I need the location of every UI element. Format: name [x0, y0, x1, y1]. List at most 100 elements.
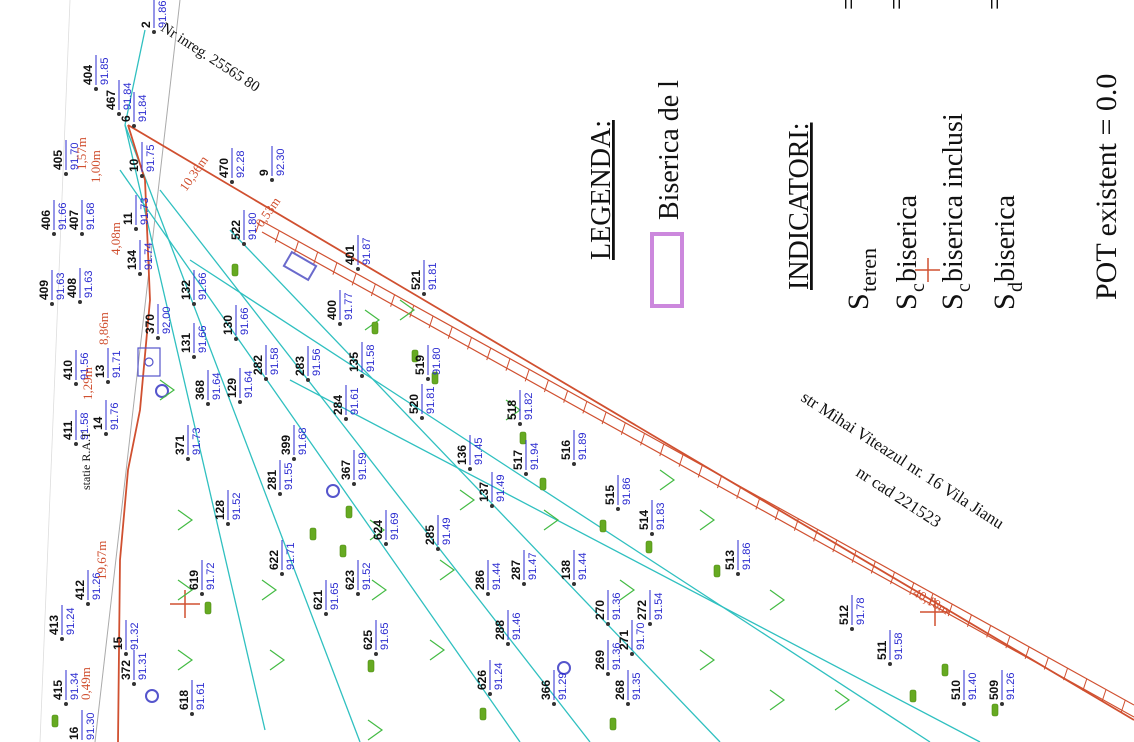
point-id: 467: [104, 90, 118, 110]
survey-point: 132 91.66: [179, 270, 209, 306]
survey-point: 622 91.71: [267, 540, 297, 576]
point-marker: [74, 442, 78, 446]
point-marker: [352, 482, 356, 486]
survey-point: 287 91.47: [509, 550, 539, 586]
survey-point: 618 91.61: [177, 680, 207, 716]
hatch-tick: [274, 230, 280, 243]
survey-point: 514 91.83: [637, 500, 667, 536]
point-elevation: 91.65: [329, 582, 341, 610]
survey-point: 13 91.71: [93, 348, 123, 384]
point-id: 288: [493, 620, 507, 640]
point-elevation: 91.26: [1005, 672, 1017, 700]
survey-point: 282 91.58: [251, 345, 281, 381]
survey-point: 619 91.72: [187, 560, 217, 596]
point-elevation: 91.34: [69, 672, 81, 700]
hatch-tick: [678, 454, 684, 467]
point-elevation: 91.36: [611, 642, 623, 670]
survey-point: 281 91.55: [265, 460, 295, 496]
point-marker: [552, 702, 556, 706]
pot-indicator: POT existent = 0.0: [1090, 74, 1123, 300]
point-marker: [422, 292, 426, 296]
point-marker: [78, 300, 82, 304]
cadastral-line: [39, 0, 71, 742]
point-marker: [74, 382, 78, 386]
point-marker: [356, 592, 360, 596]
point-marker: [324, 612, 328, 616]
point-elevation: 91.69: [389, 512, 401, 540]
hatch-tick: [947, 603, 953, 617]
legend-heading: LEGENDA:: [586, 120, 617, 260]
point-elevation: 91.35: [631, 672, 643, 700]
hatch-tick: [447, 326, 453, 339]
point-marker: [468, 467, 472, 471]
indicator-symbol: S: [936, 293, 969, 310]
point-marker: [64, 702, 68, 706]
point-marker: [616, 507, 620, 511]
point-marker: [94, 87, 98, 91]
point-id: 128: [213, 500, 227, 520]
church-outline: [282, 250, 318, 282]
hatch-tick: [1043, 657, 1049, 670]
indicator-subscript: c: [907, 283, 929, 292]
point-id: 284: [331, 395, 345, 415]
survey-point: 517 91.94: [511, 440, 541, 476]
point-marker: [234, 337, 238, 341]
survey-point: 625 91.65: [361, 620, 391, 656]
hatch-tick: [659, 443, 665, 457]
hatch-tick: [755, 497, 761, 510]
survey-point: 406 91.66: [39, 200, 69, 236]
survey-point: 366 91.29: [539, 670, 569, 706]
hatch-tick: [774, 507, 780, 521]
hatch-tick: [1024, 646, 1030, 659]
point-marker: [190, 712, 194, 716]
survey-point: 415 91.34: [51, 670, 81, 706]
station-label: statie R.A.T: [79, 431, 93, 490]
hatch-tick: [640, 433, 646, 446]
point-id: 618: [177, 690, 191, 710]
point-id: 515: [603, 485, 617, 505]
point-id: 626: [475, 670, 489, 690]
point-elevation: 91.63: [83, 270, 95, 298]
dimension-label: 1,57m: [74, 137, 89, 170]
survey-point: 621 91.65: [311, 580, 341, 616]
survey-point: 135 91.58: [347, 342, 377, 378]
point-marker: [156, 336, 160, 340]
survey-point: 269 91.36: [593, 640, 623, 676]
point-id: 510: [949, 680, 963, 700]
dimension-label: 8,86m: [96, 312, 111, 345]
survey-point: 6 91.84: [119, 92, 149, 128]
survey-point: 470 92.28: [217, 148, 247, 184]
point-marker: [572, 462, 576, 466]
survey-point: 401 91.87: [343, 235, 373, 271]
survey-point: 288 91.46: [493, 610, 523, 646]
point-marker: [648, 622, 652, 626]
point-elevation: 91.74: [143, 242, 155, 270]
point-elevation: 91.94: [529, 442, 541, 470]
point-marker: [242, 242, 246, 246]
point-id: 512: [837, 605, 851, 625]
point-elevation: 91.40: [967, 672, 979, 700]
point-elevation: 91.31: [137, 652, 149, 680]
survey-point: 130 91.66: [221, 305, 251, 341]
point-elevation: 91.64: [211, 372, 223, 400]
point-marker: [488, 692, 492, 696]
point-marker: [60, 637, 64, 641]
point-id: 283: [293, 356, 307, 376]
hatch-tick: [428, 315, 434, 329]
point-marker: [230, 180, 234, 184]
hatch-tick: [966, 614, 972, 627]
point-elevation: 91.77: [343, 292, 355, 320]
point-elevation: 91.55: [283, 462, 295, 490]
survey-point: 407 91.68: [67, 200, 97, 236]
indicators-panel: INDICATORI: S teren S c biserica S c bis…: [784, 0, 1123, 310]
slope-arrows: [159, 299, 851, 741]
hatch-tick: [370, 283, 376, 297]
point-marker: [524, 472, 528, 476]
point-id: 285: [423, 525, 437, 545]
point-id: 2: [139, 21, 153, 28]
point-elevation: 91.52: [361, 562, 373, 590]
survey-point: 272 91.54: [635, 590, 665, 626]
point-elevation: 91.45: [473, 437, 485, 465]
point-marker: [506, 642, 510, 646]
